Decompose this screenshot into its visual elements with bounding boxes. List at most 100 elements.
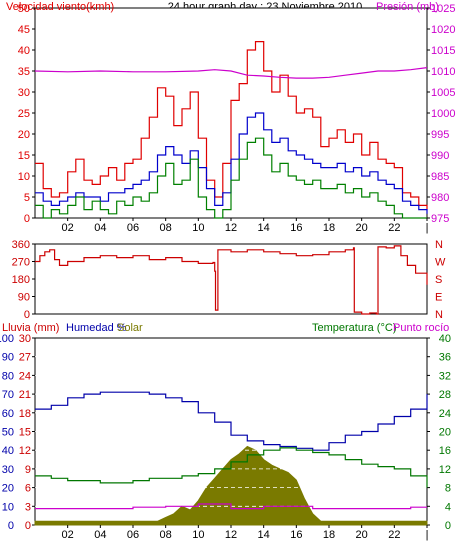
x-tick-label: 14 [258,529,270,541]
rain-y-tick-label: 21 [19,389,31,401]
rain-y-tick-label: 3 [25,501,31,513]
pressure-y-tick-label: 980 [431,192,449,204]
x-tick-label: 20 [356,529,368,541]
x-tick-label: 12 [225,529,237,541]
temperature-series [35,447,428,488]
wind_avg-series [35,112,428,214]
x-tick-label: 18 [323,529,335,541]
x-tick-label: 04 [94,222,106,234]
humidity-y-tick-label: 90 [2,352,14,364]
solar-axis-title: Solar [117,322,143,334]
temperature-y-tick-label: 4 [445,501,451,513]
humidity-axis-title: Humedad % [66,322,127,334]
x-tick-label: 22 [388,222,400,234]
wind-axis-title: Velocidad viento(kmh) [6,1,114,13]
x-tick-label: 08 [160,222,172,234]
direction-y-tick-label: 180 [12,274,30,286]
humidity-y-tick-label: 10 [2,501,14,513]
rain-y-tick-label: 27 [19,352,31,364]
humidity-y-tick-label: 70 [2,389,14,401]
humidity-y-tick-label: 0 [8,520,14,532]
humidity-y-tick-label: 40 [2,445,14,457]
x-tick-label: 10 [192,529,204,541]
x-tick-label: 14 [258,222,270,234]
x-tick-label: 16 [290,222,302,234]
pressure-y-tick-label: 1025 [431,3,455,15]
temperature-y-tick-label: 0 [445,520,451,532]
x-tick-label: 20 [356,222,368,234]
rain-y-tick-label: 30 [19,333,31,345]
rain-y-tick-label: 6 [25,483,31,495]
humidity-y-tick-label: 60 [2,408,14,420]
x-tick-label: | [426,529,429,541]
rain-y-tick-label: 18 [19,408,31,420]
x-tick-label: 06 [127,222,139,234]
humidity-y-tick-label: 20 [2,483,14,495]
direction-series [35,245,428,315]
dewpoint-series [35,503,427,510]
pressure-y-tick-label: 995 [431,129,449,141]
temperature-axis-title: Temperatura (°C) [312,322,396,334]
rain-y-tick-label: 9 [25,464,31,476]
rain-axis-title: Lluvia (mm) [2,322,59,334]
temperature-y-tick-label: 28 [439,389,451,401]
pressure-axis-title: Presión (mb) [376,1,439,13]
x-tick-label: 10 [192,222,204,234]
humidity-y-tick-label: 50 [2,427,14,439]
pressure-y-tick-label: 990 [431,150,449,162]
rain-y-tick-label: 15 [19,427,31,439]
compass-tick-label: E [435,292,442,304]
wind-y-tick-label: 20 [18,129,30,141]
dewpoint-axis-title: Punto rocío [393,322,449,334]
gust-series [35,40,428,210]
x-tick-label: | [426,222,429,234]
temperature-y-tick-label: 32 [439,370,451,382]
humidity-y-tick-label: 100 [0,333,14,345]
temperature-y-tick-label: 40 [439,333,451,345]
x-tick-label: 16 [290,529,302,541]
rain-y-tick-label: 0 [25,520,31,532]
direction-y-tick-label: 360 [12,239,30,251]
x-tick-label: 08 [160,529,172,541]
wind-y-tick-label: 25 [18,108,30,120]
wind-y-tick-label: 0 [24,213,30,225]
compass-tick-label: W [435,257,446,269]
pressure-series [34,67,428,79]
wind-y-tick-label: 15 [18,150,30,162]
temperature-y-tick-label: 20 [439,427,451,439]
compass-tick-label: S [435,274,442,286]
wind-y-tick-label: 40 [18,45,30,57]
x-tick-label: 18 [323,222,335,234]
pressure-y-tick-label: 975 [431,213,449,225]
rain-y-tick-label: 12 [19,445,31,457]
wind-y-tick-label: 30 [18,87,30,99]
wind-y-tick-label: 10 [18,171,30,183]
x-tick-label: 02 [62,222,74,234]
x-tick-label: 04 [94,529,106,541]
x-tick-label: 12 [225,222,237,234]
direction-plot-area [34,243,428,315]
pressure-y-tick-label: 1015 [431,45,455,57]
temperature-y-tick-label: 24 [439,408,451,420]
temperature-y-tick-label: 36 [439,352,451,364]
pressure-y-tick-label: 1010 [431,66,455,78]
compass-tick-label: N [435,309,443,321]
pressure-y-tick-label: 1020 [431,24,455,36]
solar-area [34,445,428,526]
compass-tick-label: N [435,239,443,251]
pressure-y-tick-label: 1005 [431,87,455,99]
direction-y-tick-label: 0 [24,309,30,321]
wind-y-tick-label: 35 [18,66,30,78]
wind-y-tick-label: 5 [24,192,30,204]
wind_low-series [35,137,427,219]
humidity-series [35,391,428,451]
wind-y-tick-label: 45 [18,24,30,36]
x-tick-label: 22 [388,529,400,541]
direction-y-tick-label: 90 [18,292,30,304]
temperature-y-tick-label: 16 [439,445,451,457]
pressure-y-tick-label: 985 [431,171,449,183]
temperature-y-tick-label: 8 [445,483,451,495]
wind-y-tick-label: 50 [18,3,30,15]
x-tick-label: 02 [62,529,74,541]
pressure-y-tick-label: 1000 [431,108,455,120]
